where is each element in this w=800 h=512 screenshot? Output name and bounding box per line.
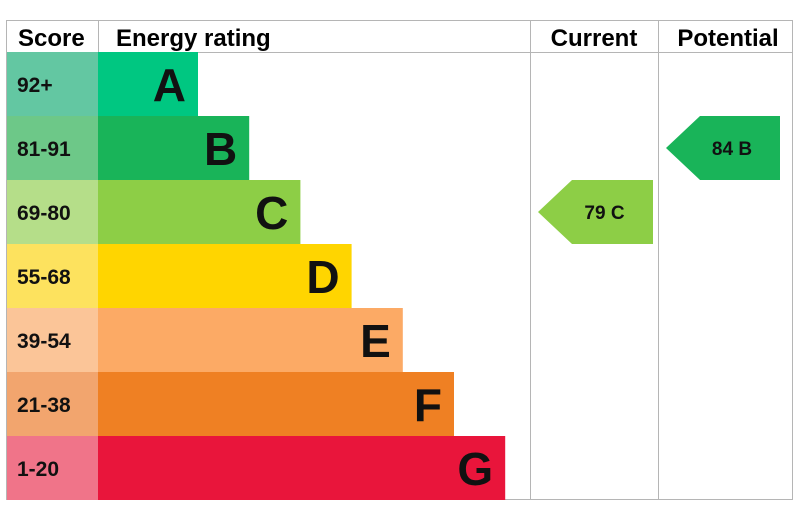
band-bar-g — [98, 436, 506, 500]
score-range-f: 21-38 — [17, 394, 71, 417]
score-range-g: 1-20 — [17, 458, 59, 481]
band-bar-f — [98, 372, 454, 436]
score-range-d: 55-68 — [17, 266, 71, 289]
band-letter-g: G — [457, 443, 493, 495]
potential-arrow-shape — [666, 116, 780, 180]
band-bar-a — [98, 52, 198, 116]
potential-rating-arrow: 84 B — [666, 116, 780, 180]
band-bar-d — [98, 244, 352, 308]
current-header: Current — [551, 25, 638, 52]
potential-rating-label: 84 B — [712, 139, 752, 160]
band-letter-d: D — [306, 251, 339, 303]
score-range-a: 92+ — [17, 74, 53, 97]
energy-rating-header: Energy rating — [116, 25, 271, 52]
score-range-c: 69-80 — [17, 202, 71, 225]
score-cell-e — [7, 308, 98, 372]
score-cell-g — [7, 436, 98, 500]
score-cell-c — [7, 180, 98, 244]
band-letter-a: A — [153, 59, 186, 111]
band-letter-f: F — [414, 379, 442, 431]
band-letter-c: C — [255, 187, 288, 239]
rating-bands: 92+ A 81-91 B 69-80 C 55-68 D 39-54 E 21-38 F 1-20 G — [7, 52, 506, 500]
band-bar-b — [98, 116, 250, 180]
band-bar-e — [98, 308, 403, 372]
band-bar-c — [98, 180, 301, 244]
band-letter-b: B — [204, 123, 237, 175]
potential-header: Potential — [677, 25, 778, 52]
band-letter-e: E — [360, 315, 391, 367]
score-header: Score — [18, 25, 85, 52]
score-cell-a — [7, 52, 98, 116]
current-arrow-shape — [538, 180, 653, 244]
score-cell-d — [7, 244, 98, 308]
score-range-b: 81-91 — [17, 138, 71, 161]
score-cell-b — [7, 116, 98, 180]
score-range-e: 39-54 — [17, 330, 71, 353]
current-rating-arrow: 79 C — [538, 180, 653, 244]
current-rating-label: 79 C — [584, 203, 624, 224]
score-cell-f — [7, 372, 98, 436]
